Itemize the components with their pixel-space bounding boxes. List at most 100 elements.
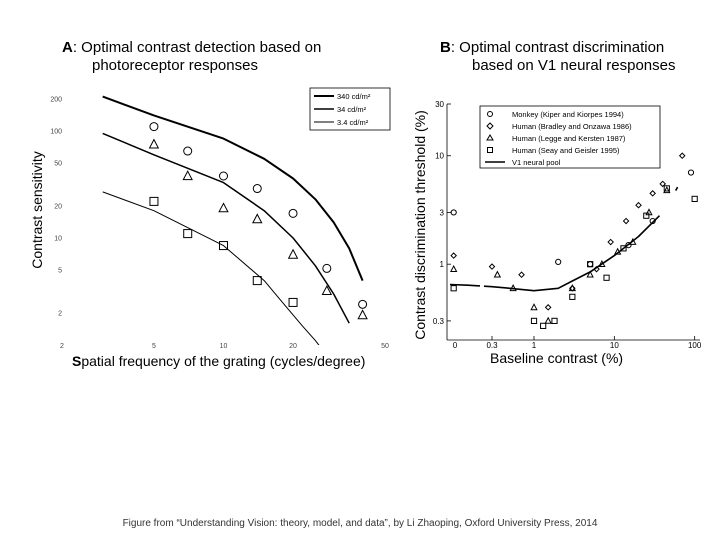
legend-marker-diamond <box>486 122 494 130</box>
panel-b-y-tick-label: 30 <box>435 100 444 109</box>
panel-b-point-triangle <box>530 303 538 311</box>
panel-a-curve <box>102 191 320 345</box>
panel-a-x-ticks: 2 5 10 20 50 <box>60 343 389 350</box>
panel-a-x-tick-label: 2 <box>60 343 64 350</box>
panel-a-point-triangle <box>218 202 229 213</box>
panel-a-point-circle <box>149 122 159 132</box>
panel-b-point-square <box>603 274 610 281</box>
panel-b-point-square <box>450 285 457 292</box>
panel-a-point-circle <box>183 146 193 156</box>
panel-b-point-triangle <box>663 186 671 194</box>
panel-b-point-diamond <box>678 152 686 160</box>
panel-a-y-tick-label: 5 <box>58 268 62 275</box>
panel-a-point-triangle <box>321 285 333 296</box>
panel-b-point-diamond <box>450 252 457 259</box>
panel-a-points <box>148 122 368 320</box>
legend-label-3-4: 3.4 cd/m² <box>337 118 369 127</box>
panel-b-neural-pool-line <box>449 146 696 292</box>
panel-a-y-tick-label: 20 <box>54 203 62 210</box>
panel-b-point-circle <box>587 261 594 268</box>
panel-a-point-triangle <box>252 213 263 224</box>
legend-label-seay: Human (Seay and Geisler 1995) <box>512 146 620 155</box>
panel-b-x-ticks: 0 0.3 1 10 100 <box>453 336 702 350</box>
panel-a-y-tick-label: 200 <box>50 96 62 103</box>
panel-b-point-diamond <box>607 238 614 246</box>
panel-b-point-circle <box>649 217 656 225</box>
panel-b-x-tick-zero: 0 <box>453 341 458 350</box>
legend-label-v1-pool: V1 neural pool <box>512 158 561 167</box>
panel-a-point-square <box>183 229 193 239</box>
panel-b-point-diamond <box>659 180 667 188</box>
panel-b-point-diamond <box>622 217 630 225</box>
panel-b-y-ticks: 0.3 1 3 10 30 <box>433 100 451 326</box>
panel-a-x-tick-label: 20 <box>289 343 297 350</box>
panel-b-y-tick-label: 3 <box>440 208 445 217</box>
panel-b-point-diamond <box>544 304 552 311</box>
panel-a-point-circle <box>358 299 368 309</box>
panel-b-x-tick-label: 10 <box>610 341 619 350</box>
panel-b-point-square <box>663 185 670 192</box>
legend-label-34: 34 cd/m² <box>337 105 367 114</box>
panel-a-point-circle <box>322 263 332 273</box>
panel-a-point-triangle <box>182 170 193 181</box>
panel-b-legend: Monkey (Kiper and Kiorpes 1994) Human (B… <box>479 105 661 169</box>
panel-b-x-tick-label: 100 <box>688 341 702 350</box>
panel-a-title-line2: photoreceptor responses <box>92 57 258 74</box>
panel-a-y-tick-label: 50 <box>54 161 62 168</box>
panel-b-title-line1: B: Optimal contrast discrimination <box>440 39 664 56</box>
panel-b-chart: B: Optimal contrast discrimination based… <box>412 39 702 366</box>
panel-b-point-triangle <box>613 247 622 255</box>
panel-a-legend: 340 cd/m² 34 cd/m² 3.4 cd/m² <box>309 87 391 131</box>
panel-a-y-tick-label: 10 <box>54 236 62 243</box>
legend-label-340: 340 cd/m² <box>337 92 371 101</box>
panel-b-point-circle <box>625 241 632 249</box>
panel-b-point-triangle <box>449 264 458 272</box>
panel-b-point-square <box>587 261 594 268</box>
panel-b-point-triangle <box>493 270 502 278</box>
panel-b-point-triangle <box>544 316 552 324</box>
panel-b-x-axis-label: Baseline contrast (%) <box>490 350 623 366</box>
panel-b-point-diamond <box>518 271 525 279</box>
figure-caption: Figure from “Understanding Vision: theor… <box>122 518 598 529</box>
panel-b-point-square <box>569 293 576 300</box>
legend-label-bradley: Human (Bradley and Onzawa 1986) <box>512 122 632 131</box>
panel-a-x-tick-label: 5 <box>152 343 156 350</box>
panel-a-point-square <box>149 196 159 206</box>
panel-b-x-tick-label: 1 <box>532 341 537 350</box>
panel-b-x-tick-label: 0.3 <box>486 341 498 350</box>
legend-marker-square <box>487 147 493 153</box>
panel-b-neural-pool-curve <box>449 146 696 292</box>
panel-b-point-diamond <box>488 263 496 270</box>
panel-b-point-diamond <box>593 265 600 273</box>
panel-a-y-axis-label: Contrast sensitivity <box>29 151 45 268</box>
panel-b-point-circle <box>687 169 695 176</box>
panel-b-points <box>449 152 698 329</box>
panel-b-point-diamond <box>635 201 642 209</box>
panel-b-point-square <box>643 212 650 219</box>
panel-b-point-square <box>620 245 627 252</box>
panel-a-point-square <box>288 297 298 307</box>
panel-b-point-diamond <box>649 190 656 197</box>
panel-a-x-axis-label: Spatial frequency of the grating (cycles… <box>72 353 365 369</box>
panel-a-point-circle <box>252 184 262 194</box>
panel-b-y-tick-label: 1 <box>440 260 445 269</box>
panel-a-point-triangle <box>148 138 160 149</box>
panel-b-point-square <box>691 195 698 203</box>
legend-label-legge: Human (Legge and Kersten 1987) <box>512 134 626 143</box>
panel-b-title-line2: based on V1 neural responses <box>472 57 675 74</box>
panel-b-point-triangle <box>586 270 594 278</box>
panel-b-point-circle <box>450 209 457 216</box>
panel-b-point-square <box>540 322 547 329</box>
panel-a-chart: A: Optimal contrast detection based on p… <box>29 39 391 369</box>
panel-a-y-tick-label: 2 <box>58 310 62 317</box>
panel-a-y-ticks: 2 5 10 20 50 100 200 <box>50 96 62 317</box>
panel-a-point-square <box>219 241 228 251</box>
panel-b-point-square <box>530 317 538 325</box>
panel-a-x-tick-label: 50 <box>381 343 389 350</box>
panel-b-point-triangle <box>598 259 606 268</box>
panel-a-curve <box>102 132 350 324</box>
panel-b-point-triangle <box>568 284 577 292</box>
panel-a-point-triangle <box>287 248 299 259</box>
